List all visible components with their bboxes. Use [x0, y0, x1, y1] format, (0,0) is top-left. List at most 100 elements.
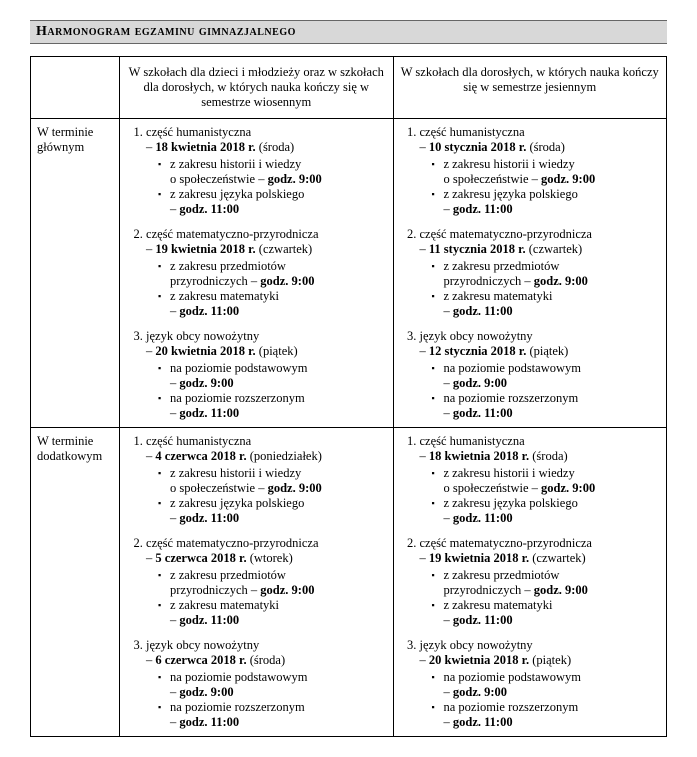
- bullet-list: na poziomie podstawowym– godz. 9:00na po…: [146, 361, 386, 421]
- bullet-item: na poziomie rozszerzonym– godz. 11:00: [158, 391, 386, 421]
- bullet-line-1: z zakresu języka polskiego: [170, 187, 386, 202]
- bullet-line-1: z zakresu języka polskiego: [444, 187, 661, 202]
- bullet-list: z zakresu przedmiotówprzyrodniczych – go…: [420, 568, 661, 628]
- bullet-line-1: z zakresu przedmiotów: [444, 259, 661, 274]
- section-list: część humanistyczna– 10 stycznia 2018 r.…: [400, 125, 661, 421]
- bullet-line-1: z zakresu przedmiotów: [444, 568, 661, 583]
- bullet-line-1: na poziomie podstawowym: [170, 670, 386, 685]
- bullet-item: z zakresu przedmiotówprzyrodniczych – go…: [432, 568, 661, 598]
- bullet-line-2: – godz. 11:00: [444, 304, 661, 319]
- section-title: język obcy nowożytny: [420, 638, 661, 653]
- bullet-line-1: z zakresu matematyki: [170, 598, 386, 613]
- bullet-line-1: na poziomie podstawowym: [444, 361, 661, 376]
- bullet-item: na poziomie podstawowym– godz. 9:00: [158, 361, 386, 391]
- bullet-list: z zakresu historii i wiedzyo społeczeńst…: [146, 466, 386, 526]
- schedule-cell: część humanistyczna– 18 kwietnia 2018 r.…: [120, 119, 393, 428]
- section-title: część matematyczno-przyrodnicza: [146, 536, 386, 551]
- bullet-list: z zakresu historii i wiedzyo społeczeńst…: [420, 466, 661, 526]
- section-title: język obcy nowożytny: [420, 329, 661, 344]
- schedule-cell: część humanistyczna– 10 stycznia 2018 r.…: [393, 119, 667, 428]
- bullet-item: z zakresu historii i wiedzyo społeczeńst…: [158, 466, 386, 496]
- section-title: język obcy nowożytny: [146, 638, 386, 653]
- bullet-line-2: przyrodniczych – godz. 9:00: [444, 274, 661, 289]
- section-title: część humanistyczna: [146, 434, 386, 449]
- bullet-line-1: z zakresu przedmiotów: [170, 259, 386, 274]
- section-date: – 18 kwietnia 2018 r. (środa): [146, 140, 386, 155]
- section-date: – 5 czerwca 2018 r. (wtorek): [146, 551, 386, 566]
- section-date: – 19 kwietnia 2018 r. (czwartek): [146, 242, 386, 257]
- bullet-line-2: – godz. 11:00: [444, 406, 661, 421]
- section-item: część matematyczno-przyrodnicza– 5 czerw…: [146, 536, 386, 628]
- table-header-row: W szkołach dla dzieci i młodzieży oraz w…: [31, 57, 667, 119]
- schedule-cell: część humanistyczna– 18 kwietnia 2018 r.…: [393, 428, 667, 737]
- section-title: część matematyczno-przyrodnicza: [420, 227, 661, 242]
- bullet-list: z zakresu przedmiotówprzyrodniczych – go…: [146, 568, 386, 628]
- bullet-item: na poziomie rozszerzonym– godz. 11:00: [432, 391, 661, 421]
- section-date: – 12 stycznia 2018 r. (piątek): [420, 344, 661, 359]
- bullet-line-2: o społeczeństwie – godz. 9:00: [444, 172, 661, 187]
- bullet-list: na poziomie podstawowym– godz. 9:00na po…: [420, 670, 661, 730]
- bullet-item: z zakresu języka polskiego– godz. 11:00: [432, 496, 661, 526]
- section-list: część humanistyczna– 4 czerwca 2018 r. (…: [126, 434, 386, 730]
- section-item: część humanistyczna– 18 kwietnia 2018 r.…: [420, 434, 661, 526]
- bullet-line-2: – godz. 11:00: [170, 202, 386, 217]
- bullet-line-1: z zakresu przedmiotów: [170, 568, 386, 583]
- bullet-item: na poziomie podstawowym– godz. 9:00: [432, 361, 661, 391]
- bullet-item: z zakresu matematyki– godz. 11:00: [158, 289, 386, 319]
- section-item: język obcy nowożytny– 6 czerwca 2018 r. …: [146, 638, 386, 730]
- bullet-line-1: na poziomie rozszerzonym: [170, 391, 386, 406]
- bullet-list: z zakresu przedmiotówprzyrodniczych – go…: [146, 259, 386, 319]
- bullet-line-2: – godz. 11:00: [170, 715, 386, 730]
- bullet-line-2: – godz. 11:00: [444, 202, 661, 217]
- bullet-line-1: z zakresu języka polskiego: [170, 496, 386, 511]
- bullet-line-1: z zakresu matematyki: [444, 289, 661, 304]
- bullet-item: z zakresu przedmiotówprzyrodniczych – go…: [158, 568, 386, 598]
- bullet-line-1: z zakresu historii i wiedzy: [170, 157, 386, 172]
- section-item: część humanistyczna– 18 kwietnia 2018 r.…: [146, 125, 386, 217]
- section-item: część matematyczno-przyrodnicza– 19 kwie…: [420, 536, 661, 628]
- bullet-line-1: na poziomie rozszerzonym: [444, 391, 661, 406]
- bullet-line-1: na poziomie podstawowym: [170, 361, 386, 376]
- bullet-line-1: z zakresu historii i wiedzy: [444, 157, 661, 172]
- bullet-line-1: z zakresu matematyki: [170, 289, 386, 304]
- section-date: – 18 kwietnia 2018 r. (środa): [420, 449, 661, 464]
- bullet-line-2: – godz. 11:00: [170, 406, 386, 421]
- bullet-item: z zakresu matematyki– godz. 11:00: [432, 289, 661, 319]
- bullet-item: na poziomie podstawowym– godz. 9:00: [432, 670, 661, 700]
- section-item: część matematyczno-przyrodnicza– 19 kwie…: [146, 227, 386, 319]
- bullet-line-2: – godz. 9:00: [444, 685, 661, 700]
- section-item: język obcy nowożytny– 20 kwietnia 2018 r…: [420, 638, 661, 730]
- bullet-item: z zakresu historii i wiedzyo społeczeńst…: [432, 466, 661, 496]
- section-item: część humanistyczna– 4 czerwca 2018 r. (…: [146, 434, 386, 526]
- section-title: część humanistyczna: [420, 125, 661, 140]
- section-list: część humanistyczna– 18 kwietnia 2018 r.…: [400, 434, 661, 730]
- bullet-item: na poziomie rozszerzonym– godz. 11:00: [432, 700, 661, 730]
- bullet-line-2: – godz. 9:00: [170, 685, 386, 700]
- section-date: – 11 stycznia 2018 r. (czwartek): [420, 242, 661, 257]
- bullet-item: z zakresu matematyki– godz. 11:00: [158, 598, 386, 628]
- section-item: język obcy nowożytny– 12 stycznia 2018 r…: [420, 329, 661, 421]
- section-list: część humanistyczna– 18 kwietnia 2018 r.…: [126, 125, 386, 421]
- bullet-item: z zakresu matematyki– godz. 11:00: [432, 598, 661, 628]
- bullet-line-2: o społeczeństwie – godz. 9:00: [170, 481, 386, 496]
- bullet-line-1: z zakresu historii i wiedzy: [170, 466, 386, 481]
- table-row: W terminie głównymczęść humanistyczna– 1…: [31, 119, 667, 428]
- table-corner: [31, 57, 120, 119]
- bullet-line-2: – godz. 11:00: [170, 613, 386, 628]
- row-label: W terminie dodatkowym: [31, 428, 120, 737]
- bullet-line-1: z zakresu matematyki: [444, 598, 661, 613]
- schedule-table: W szkołach dla dzieci i młodzieży oraz w…: [30, 56, 667, 737]
- bullet-item: na poziomie rozszerzonym– godz. 11:00: [158, 700, 386, 730]
- bullet-line-1: na poziomie podstawowym: [444, 670, 661, 685]
- document-title: Harmonogram egzaminu gimnazjalnego: [36, 24, 296, 39]
- bullet-item: z zakresu historii i wiedzyo społeczeńst…: [432, 157, 661, 187]
- row-label: W terminie głównym: [31, 119, 120, 428]
- bullet-item: z zakresu przedmiotówprzyrodniczych – go…: [432, 259, 661, 289]
- document-title-bar: Harmonogram egzaminu gimnazjalnego: [30, 20, 667, 44]
- bullet-item: z zakresu historii i wiedzyo społeczeńst…: [158, 157, 386, 187]
- bullet-item: na poziomie podstawowym– godz. 9:00: [158, 670, 386, 700]
- section-date: – 10 stycznia 2018 r. (środa): [420, 140, 661, 155]
- bullet-line-2: – godz. 11:00: [444, 511, 661, 526]
- section-item: część humanistyczna– 10 stycznia 2018 r.…: [420, 125, 661, 217]
- table-row: W terminie dodatkowym część humanistyczna…: [31, 428, 667, 737]
